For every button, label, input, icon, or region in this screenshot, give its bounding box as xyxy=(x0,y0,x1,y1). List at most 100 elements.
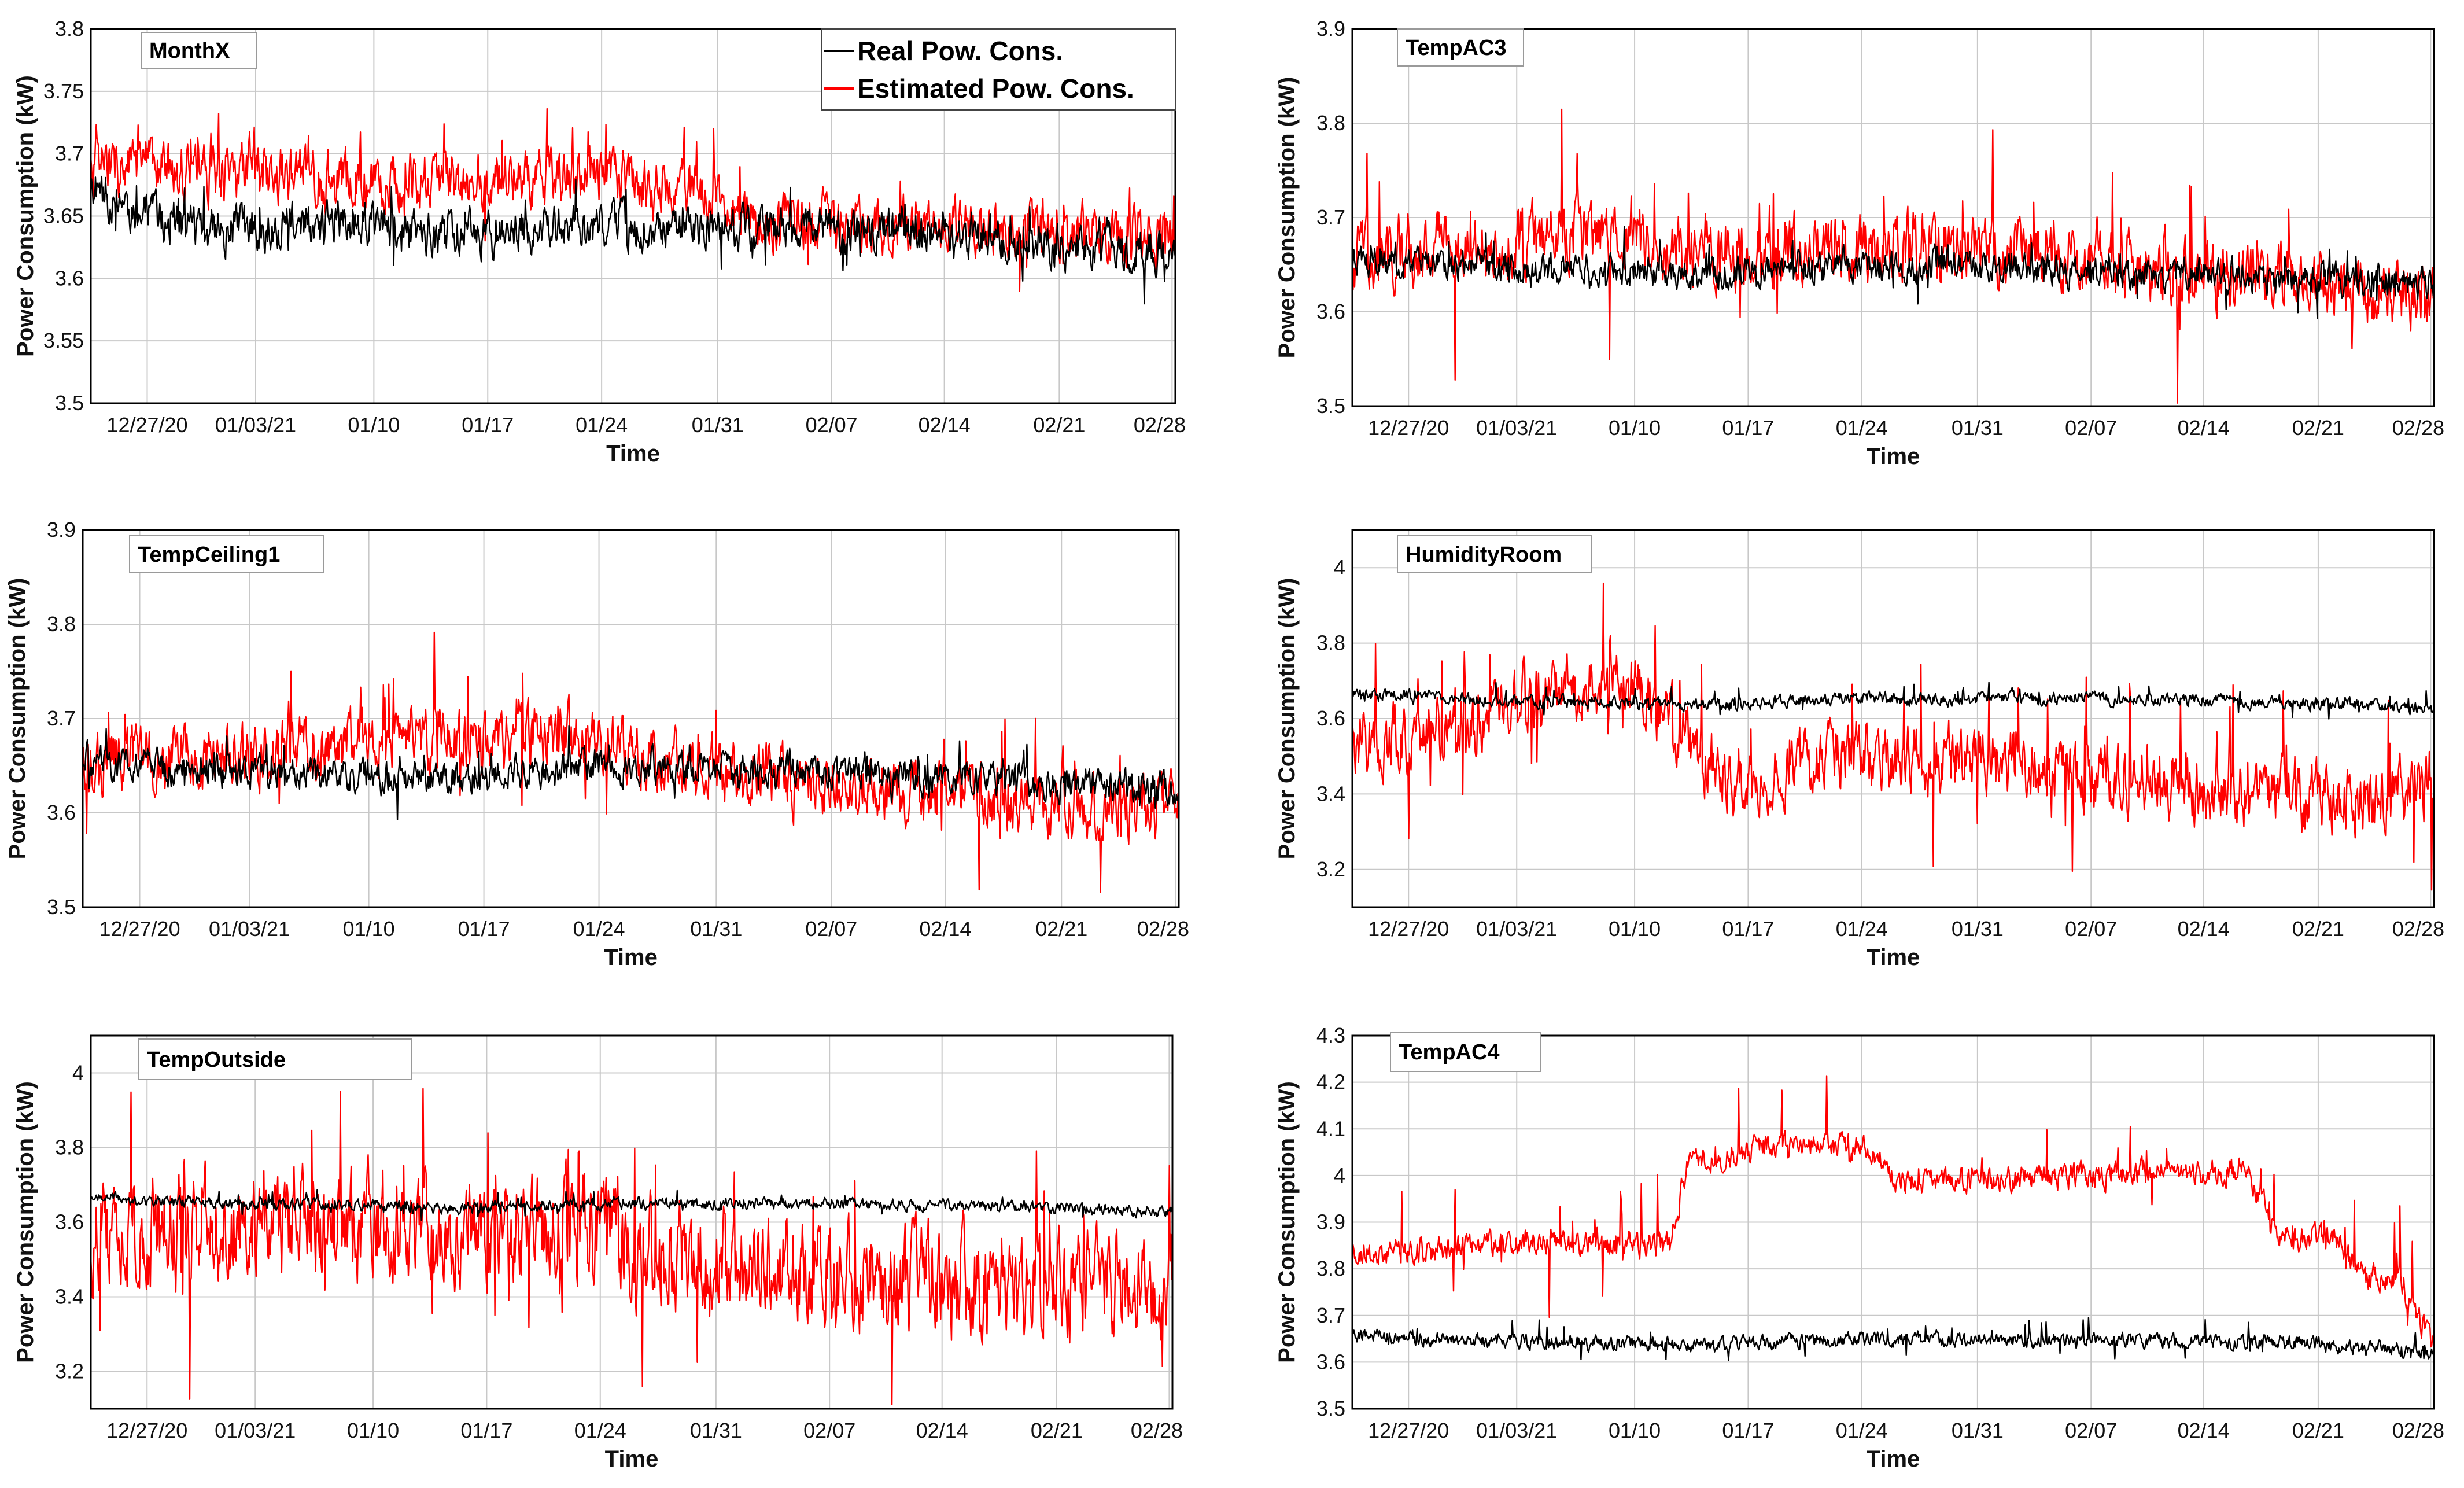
panel-label-box xyxy=(1397,28,1524,67)
panel-label-box xyxy=(141,32,257,69)
x-tick-labels: 12/27/20 01/03/21 01/10 01/17 01/24 01/31 02/0… xyxy=(106,413,1186,437)
x-tick-label: 01/24 xyxy=(1836,416,1888,440)
panel-label-box xyxy=(1397,535,1592,573)
data-series xyxy=(1351,582,2435,891)
x-tick-labels: 12/27/20 01/03/21 01/10 01/17 01/24 01/31 02/0… xyxy=(99,917,1189,941)
y-tick-label: 3.5 xyxy=(47,895,76,919)
x-tick-label: 01/03/21 xyxy=(215,413,296,437)
series-estimated-power-line xyxy=(1351,1075,2435,1348)
series-estimated-power-line xyxy=(90,108,1176,292)
x-axis-title: Time xyxy=(1867,945,1920,970)
y-tick-label: 3.8 xyxy=(55,17,84,40)
x-tick-label: 01/03/21 xyxy=(1476,1419,1557,1442)
y-tick-label: 3.8 xyxy=(1316,1257,1345,1280)
y-tick-label: 3.8 xyxy=(1316,111,1345,135)
x-tick-label: 01/03/21 xyxy=(215,1419,296,1442)
y-tick-label: 3.7 xyxy=(1316,1303,1345,1327)
y-tick-label: 4 xyxy=(72,1061,84,1085)
y-tick-label: 3.75 xyxy=(43,79,84,103)
x-tick-label: 01/24 xyxy=(574,1419,626,1442)
series-estimated-power-line xyxy=(90,1088,1174,1405)
y-axis-title: Power Consumption (kW) xyxy=(1274,1081,1300,1363)
x-tick-label: 02/21 xyxy=(1033,413,1085,437)
x-tick-label: 01/31 xyxy=(1952,416,2004,440)
x-tick-label: 02/21 xyxy=(1035,917,1087,941)
x-tick-labels: 12/27/20 01/03/21 01/10 01/17 01/24 01/31 02/0… xyxy=(106,1419,1183,1442)
y-tick-labels: 3.5 3.6 3.7 3.8 3.9 xyxy=(47,518,76,919)
x-tick-label: 02/07 xyxy=(806,413,858,437)
y-tick-label: 3.9 xyxy=(1316,1210,1345,1234)
y-axis-title: Power Consumption (kW) xyxy=(1274,578,1300,860)
x-tick-label: 01/31 xyxy=(690,917,742,941)
y-tick-labels: 3.5 3.6 3.7 3.8 3.9 4 4.1 4.2 4.3 xyxy=(1316,1023,1345,1420)
legend: Real Pow. Cons. Estimated Pow. Cons. xyxy=(821,28,1176,111)
panel-label-box xyxy=(129,535,324,573)
y-tick-labels: 3.5 3.55 3.6 3.65 3.7 3.75 3.8 xyxy=(43,17,84,415)
data-series xyxy=(1351,108,2435,404)
plot-frame xyxy=(1351,1034,2435,1410)
x-tick-label: 01/17 xyxy=(1722,917,1774,941)
y-tick-label: 4.2 xyxy=(1316,1070,1345,1094)
plot-frame xyxy=(90,28,1176,404)
x-tick-label: 01/24 xyxy=(1836,1419,1888,1442)
x-tick-label: 01/24 xyxy=(1836,917,1888,941)
y-tick-label: 3.8 xyxy=(47,612,76,636)
x-tick-label: 02/07 xyxy=(803,1419,855,1442)
series-real-power-line xyxy=(1352,1317,2435,1361)
y-tick-label: 3.5 xyxy=(55,391,84,415)
x-tick-label: 01/31 xyxy=(690,1419,742,1442)
panel-title: TempAC3 xyxy=(1406,36,1507,60)
y-tick-label: 4 xyxy=(1334,1163,1345,1187)
panel-label-box xyxy=(138,1038,412,1080)
x-tick-label: 01/17 xyxy=(460,1419,512,1442)
y-tick-label: 3.9 xyxy=(1316,17,1345,40)
y-tick-label: 3.7 xyxy=(47,706,76,730)
x-axis-title: Time xyxy=(604,945,658,970)
y-tick-labels: 3.5 3.6 3.7 3.8 3.9 xyxy=(1316,17,1345,418)
y-axis-title: Power Consumption (kW) xyxy=(13,1081,38,1363)
y-axis-title: Power Consumption (kW) xyxy=(5,578,30,860)
y-tick-label: 3.2 xyxy=(1316,857,1345,881)
y-tick-label: 3.5 xyxy=(1316,394,1345,418)
y-tick-label: 3.5 xyxy=(1316,1397,1345,1420)
x-tick-label: 02/28 xyxy=(1134,413,1186,437)
x-tick-label: 01/03/21 xyxy=(1476,917,1557,941)
y-tick-label: 3.6 xyxy=(47,801,76,824)
x-tick-label: 02/28 xyxy=(2392,917,2444,941)
plot-frame xyxy=(1351,28,2435,407)
x-tick-label: 02/14 xyxy=(916,1419,968,1442)
y-tick-label: 3.65 xyxy=(43,204,84,228)
x-tick-label: 02/07 xyxy=(2065,1419,2117,1442)
series-real-power-line xyxy=(1351,226,2435,319)
series-real-power-line xyxy=(90,175,1176,305)
y-tick-labels: 3.2 3.4 3.6 3.8 4 xyxy=(1316,555,1345,881)
plot-frame xyxy=(90,1034,1174,1410)
data-series xyxy=(90,1088,1174,1405)
y-tick-label: 3.9 xyxy=(47,518,76,542)
x-tick-label: 01/17 xyxy=(462,413,514,437)
panel-title: TempCeiling1 xyxy=(138,543,280,567)
x-tick-label: 02/14 xyxy=(919,917,971,941)
panel-title: MonthX xyxy=(149,39,230,63)
series-real-power-line xyxy=(90,1189,1174,1221)
x-tick-labels: 12/27/20 01/03/21 01/10 01/17 01/24 01/31 02/0… xyxy=(1368,1419,2444,1442)
x-tick-label: 01/17 xyxy=(1722,1419,1774,1442)
panel-title: TempOutside xyxy=(147,1048,286,1072)
x-tick-label: 12/27/20 xyxy=(1368,1419,1449,1442)
x-tick-label: 12/27/20 xyxy=(99,917,180,941)
x-tick-label: 02/07 xyxy=(2065,416,2117,440)
panel-tempac3: 3.5 3.6 3.7 3.8 3.9 12/27/20 01/03/21 01/10 01/… xyxy=(1274,17,2444,469)
legend-box xyxy=(821,28,1176,111)
y-tick-label: 3.6 xyxy=(55,1210,84,1234)
x-tick-label: 01/17 xyxy=(458,917,510,941)
panel-tempceiling1: 3.5 3.6 3.7 3.8 3.9 12/27/20 01/03/21 01/10 01/… xyxy=(5,518,1189,970)
y-tick-label: 3.6 xyxy=(1316,706,1345,730)
x-tick-label: 01/24 xyxy=(576,413,628,437)
x-tick-label: 02/14 xyxy=(2178,1419,2230,1442)
x-tick-label: 02/07 xyxy=(2065,917,2117,941)
y-tick-label: 3.2 xyxy=(55,1360,84,1383)
x-tick-label: 01/10 xyxy=(343,917,395,941)
plot-frame xyxy=(1351,529,2435,908)
y-tick-label: 3.4 xyxy=(1316,782,1345,805)
